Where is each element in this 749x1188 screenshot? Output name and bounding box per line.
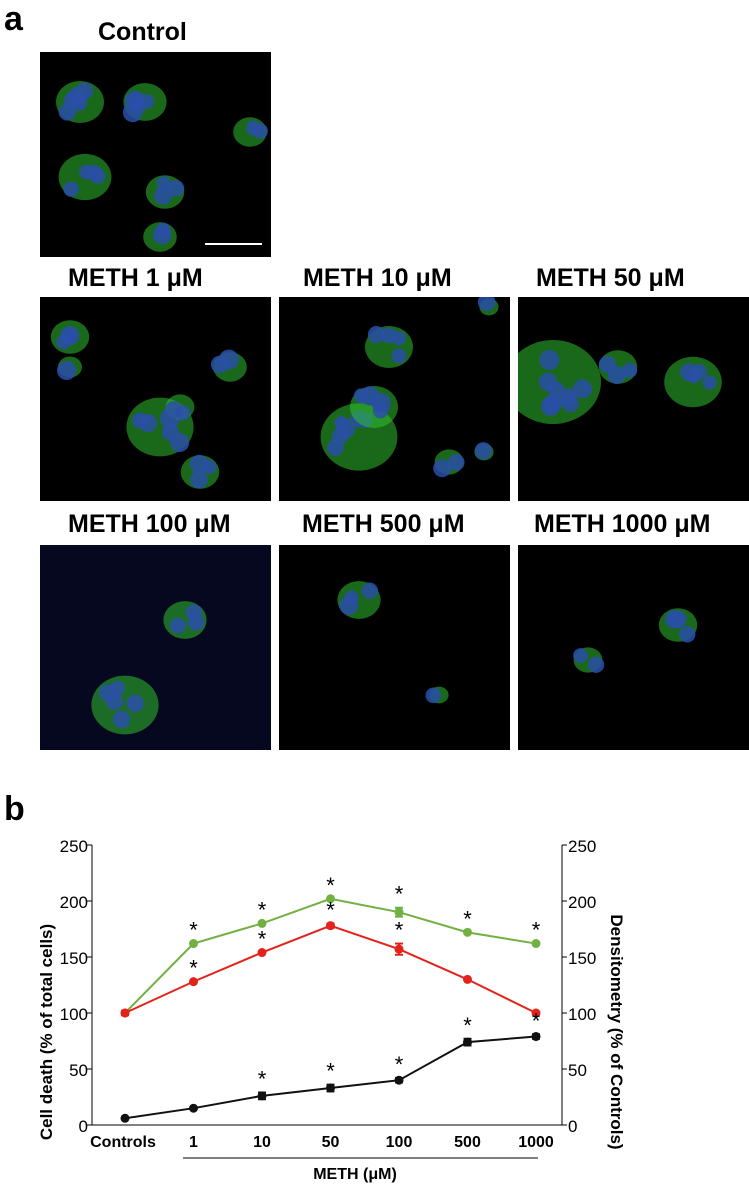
- panel-b-letter: b: [4, 790, 25, 828]
- line-chart: 0 50 100 150 200 250 0 50 100 150 200 250 Controls 1 1…: [37, 837, 626, 1183]
- data-point: [120, 1113, 130, 1123]
- data-point: [463, 927, 472, 937]
- data-point: [257, 918, 267, 928]
- micrograph-cells: [320, 297, 499, 478]
- significance-star: *: [463, 906, 472, 931]
- x-axis-label: METH (μM): [313, 1166, 397, 1183]
- data-point: [257, 1091, 267, 1101]
- significance-star: *: [395, 882, 404, 907]
- significance-star: *: [326, 873, 335, 898]
- significance-star: *: [532, 918, 541, 943]
- significance-star: *: [463, 1013, 472, 1038]
- significance-star: *: [326, 897, 335, 922]
- data-point: [326, 1083, 335, 1093]
- data-point: [326, 894, 335, 904]
- y-axis-label-left: Cell death (% of total cells): [37, 924, 56, 1140]
- y-axis-label-right: Densitometry (% of Controls): [607, 914, 626, 1149]
- significance-star: *: [189, 918, 198, 943]
- y-tick-label-right: 50: [568, 1061, 587, 1080]
- significance-star: *: [395, 918, 404, 943]
- panel-a-letter: a: [4, 0, 23, 38]
- x-tick-label: 1000: [518, 1134, 554, 1151]
- y-tick-label-left: 150: [60, 949, 88, 968]
- data-point: [257, 948, 267, 958]
- y-tick-label-left: 250: [60, 837, 88, 856]
- significance-star: *: [258, 897, 267, 922]
- series-line: [124, 924, 537, 1014]
- data-point: [189, 939, 198, 949]
- y-tick-label-left: 200: [60, 893, 88, 912]
- x-tick-label: 100: [386, 1134, 413, 1151]
- meth-10-label: METH 10 μM: [303, 264, 452, 292]
- micrograph-cells: [50, 320, 247, 489]
- y-tick-label-right: 250: [568, 837, 596, 856]
- x-tick-label: 500: [454, 1134, 481, 1151]
- meth-1000-label: METH 1000 μM: [534, 510, 711, 538]
- significance-star: *: [326, 1059, 335, 1084]
- significance-star: *: [189, 956, 198, 981]
- data-point: [463, 1037, 472, 1047]
- y-tick-label-right: 0: [568, 1117, 577, 1136]
- y-tick-label-left: 0: [79, 1117, 88, 1136]
- meth-500-micrograph: [279, 545, 510, 750]
- data-point: [189, 1103, 198, 1113]
- micrograph-cells: [56, 81, 268, 252]
- meth-100-micrograph: [40, 545, 271, 750]
- y-tick-label-left: 50: [69, 1061, 88, 1080]
- y-tick-label-left: 100: [60, 1005, 88, 1024]
- meth-50-label: METH 50 μM: [536, 264, 685, 292]
- data-point: [120, 1008, 130, 1018]
- meth-1000-micrograph: [518, 545, 749, 750]
- x-tick-label: 50: [322, 1134, 340, 1151]
- meth-500-label: METH 500 μM: [302, 510, 465, 538]
- significance-star: *: [532, 1008, 541, 1033]
- micrograph-cells: [337, 581, 449, 704]
- data-point: [463, 974, 472, 984]
- data-point: [394, 1075, 404, 1085]
- control-label: Control: [98, 18, 187, 46]
- meth-10-micrograph: [279, 297, 510, 501]
- data-point: [326, 921, 335, 931]
- meth-1-micrograph: [40, 297, 271, 501]
- micrograph-cells: [573, 608, 698, 673]
- significance-star: *: [258, 1067, 267, 1092]
- data-point: [189, 977, 198, 987]
- significance-star: *: [395, 1052, 404, 1077]
- control-micrograph: [40, 52, 271, 257]
- meth-1-label: METH 1 μM: [68, 264, 203, 292]
- data-point: [394, 907, 404, 917]
- y-tick-label-right: 100: [568, 1005, 596, 1024]
- y-tick-label-right: 150: [568, 949, 596, 968]
- micrograph-cells: [518, 340, 722, 424]
- y-tick-label-right: 200: [568, 893, 596, 912]
- x-tick-label: 1: [189, 1134, 198, 1151]
- data-point: [531, 939, 541, 949]
- x-tick-label: Controls: [90, 1134, 156, 1151]
- micrograph-cells: [91, 601, 207, 735]
- data-point: [531, 1032, 541, 1042]
- meth-50-micrograph: [518, 297, 749, 501]
- data-point: [531, 1008, 541, 1018]
- meth-100-label: METH 100 μM: [68, 510, 231, 538]
- data-point: [394, 944, 404, 954]
- x-tick-label: 10: [253, 1134, 271, 1151]
- significance-star: *: [258, 927, 267, 952]
